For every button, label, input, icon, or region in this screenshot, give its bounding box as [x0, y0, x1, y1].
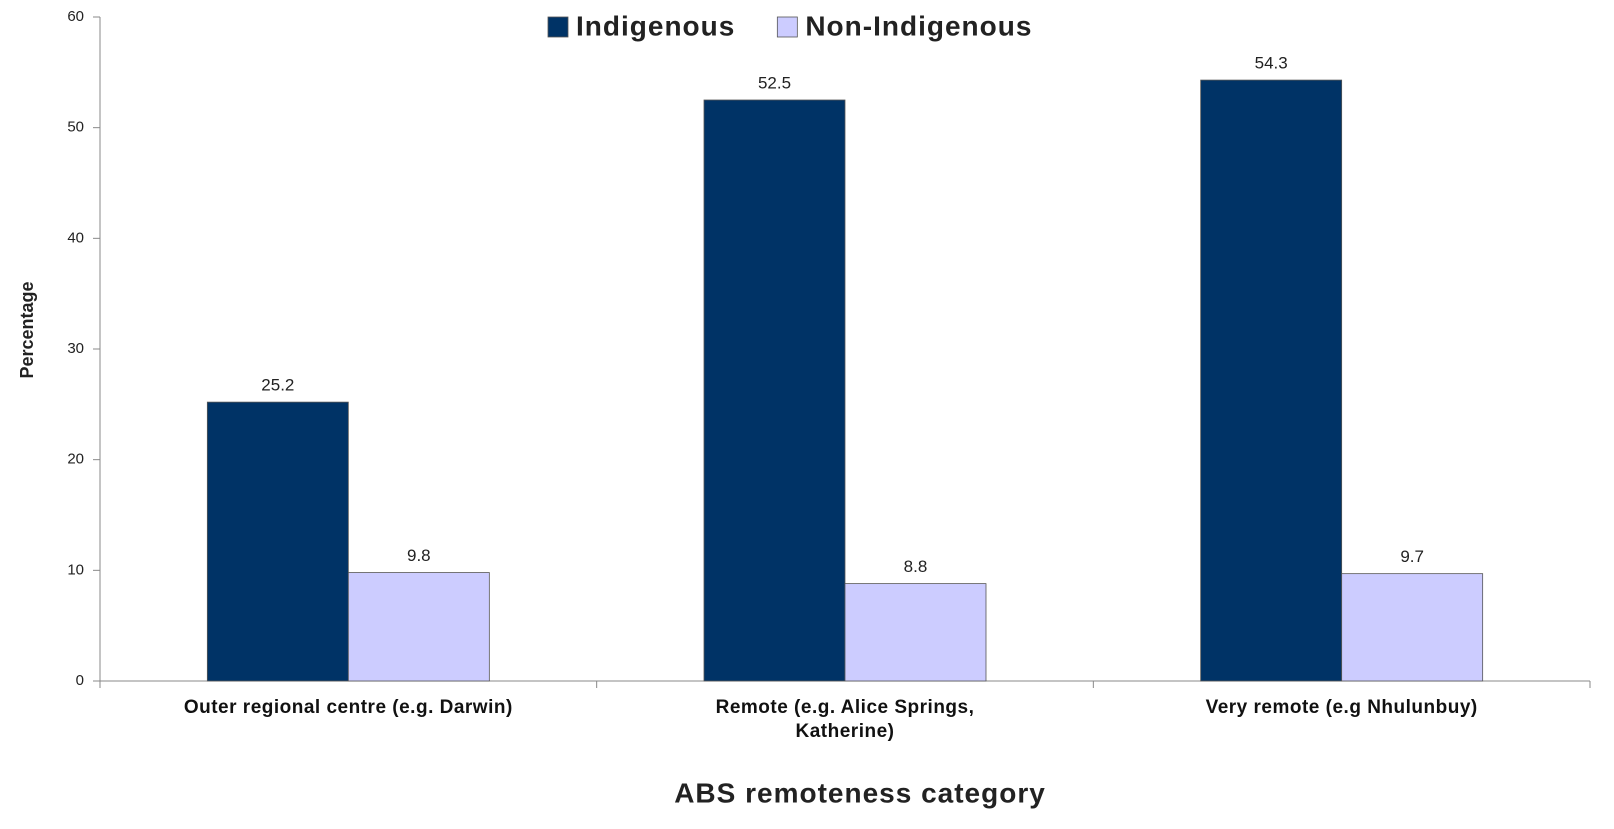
- bar: [703, 99, 846, 682]
- legend-label: Indigenous: [576, 10, 735, 41]
- data-label: 52.5: [758, 73, 791, 92]
- data-label: 54.3: [1255, 54, 1288, 73]
- bar: [206, 401, 349, 682]
- bar: [1200, 79, 1343, 682]
- x-tick-label: Outer regional centre (e.g. Darwin): [183, 697, 513, 718]
- y-axis-label: Percentage: [17, 281, 37, 378]
- data-label: 8.8: [904, 557, 928, 576]
- legend-swatch: [776, 16, 798, 38]
- bar: [844, 583, 987, 682]
- y-tick-label: 50: [67, 119, 84, 136]
- data-label: 9.8: [407, 546, 431, 565]
- data-label: 25.2: [261, 376, 294, 395]
- x-tick-label: Remote (e.g. Alice Springs, Katherine): [715, 697, 975, 742]
- bar: [347, 572, 490, 682]
- bar: [1341, 573, 1484, 682]
- x-tick-label: Very remote (e.g Nhulunbuy): [1205, 697, 1478, 718]
- y-tick-label: 40: [67, 229, 84, 246]
- y-tick-label: 30: [67, 340, 84, 357]
- y-tick-label: 0: [76, 672, 84, 689]
- y-tick-label: 10: [67, 561, 84, 578]
- y-tick-label: 20: [67, 451, 84, 468]
- data-label: 9.7: [1400, 547, 1424, 566]
- legend-swatch: [547, 16, 569, 38]
- x-axis-label: ABS remoteness category: [674, 777, 1046, 808]
- legend-label: Non-Indigenous: [805, 10, 1032, 41]
- y-tick-label: 60: [67, 8, 84, 25]
